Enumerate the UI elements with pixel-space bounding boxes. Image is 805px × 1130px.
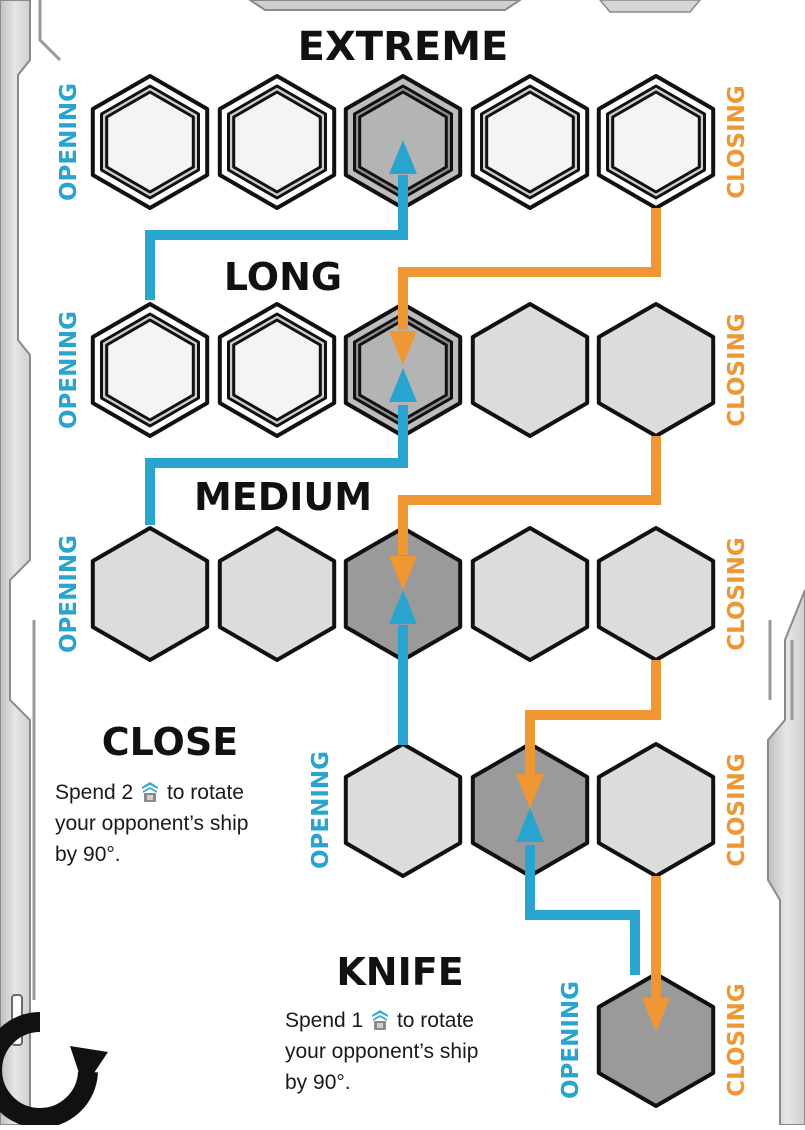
- range-hex-close-0: [343, 742, 463, 878]
- opening-arrow-extreme: [389, 140, 417, 174]
- opening-path-long: [145, 405, 408, 525]
- left-frame-decoration: [0, 0, 62, 1126]
- opening-label-close: OPENING: [308, 751, 334, 869]
- movement-paths: [145, 140, 670, 1032]
- range-title-extreme: EXTREME: [298, 24, 509, 70]
- range-hex-r0c1: [217, 74, 337, 210]
- range-title-long: LONG: [224, 255, 342, 299]
- range-hex-r2c0: [90, 526, 210, 662]
- hex-grid: [90, 74, 716, 1108]
- range-hex-r1c0: [90, 302, 210, 438]
- closing-label-extreme: CLOSING: [724, 85, 750, 199]
- range-hex-r2c1: [217, 526, 337, 662]
- range-hex-r0c0: [90, 74, 210, 210]
- range-title-close: CLOSE: [102, 720, 238, 764]
- closing-label-close: CLOSING: [724, 753, 750, 867]
- range-hex-r1c3: [470, 302, 590, 438]
- range-hex-r2c4: [596, 526, 716, 662]
- range-hex-close-2: [596, 742, 716, 878]
- closing-label-long: CLOSING: [724, 313, 750, 427]
- opening-path-extreme: [145, 175, 408, 300]
- range-title-knife: KNIFE: [336, 950, 463, 994]
- closing-path-extreme: [398, 208, 661, 330]
- opening-label-long: OPENING: [56, 311, 82, 429]
- range-hex-r1c1: [217, 302, 337, 438]
- top-frame-decoration: [248, 0, 701, 13]
- range-hex-r0c4: [596, 74, 716, 210]
- range-hex-knife: [596, 972, 716, 1108]
- opening-arrow-long: [389, 368, 417, 402]
- opening-arrow-close: [516, 808, 544, 842]
- closing-arrow-close: [642, 998, 670, 1032]
- closing-label-medium: CLOSING: [724, 537, 750, 651]
- opening-arrow-medium: [389, 590, 417, 624]
- rotate-arrow-icon: [0, 1012, 108, 1128]
- closing-path-long: [398, 436, 661, 555]
- closing-arrow-extreme: [389, 331, 417, 365]
- closing-path-medium: [525, 660, 661, 775]
- range-hex-r2c3: [470, 526, 590, 662]
- close-description: Spend 2 to rotate your opponent’s ship b…: [55, 781, 249, 866]
- ship-token-icon: [371, 1009, 389, 1031]
- closing-label-knife: CLOSING: [724, 983, 750, 1097]
- opening-label-knife: OPENING: [558, 981, 584, 1099]
- closing-arrow-medium: [516, 774, 544, 808]
- opening-label-extreme: OPENING: [56, 83, 82, 201]
- opening-label-medium: OPENING: [56, 535, 82, 653]
- range-hex-r1c4: [596, 302, 716, 438]
- closing-arrow-long: [389, 556, 417, 590]
- opening-path-close: [525, 845, 640, 975]
- knife-description: Spend 1 to rotate your opponent’s ship b…: [285, 1009, 479, 1094]
- right-frame-decoration: [767, 589, 805, 1126]
- ship-token-icon: [141, 781, 159, 803]
- range-title-medium: MEDIUM: [194, 475, 372, 519]
- range-hex-r0c3: [470, 74, 590, 210]
